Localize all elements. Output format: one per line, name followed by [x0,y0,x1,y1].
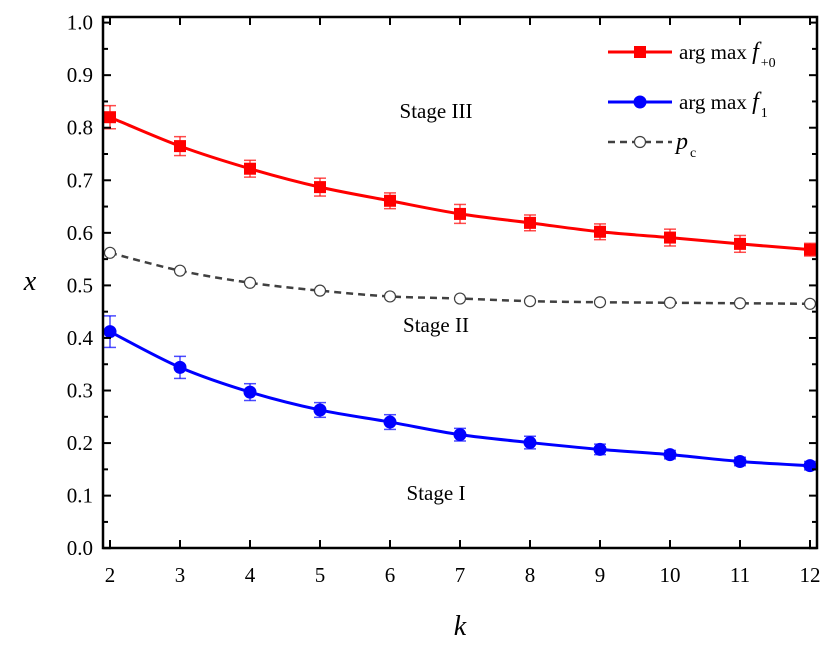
x-tick-label: 2 [105,563,116,587]
y-tick-label: 0.7 [67,168,93,192]
data-point-square [664,231,676,244]
data-point-square [524,216,536,229]
legend: arg max f +0 arg max f 1 p c [608,39,776,161]
x-tick-label: 4 [245,563,256,587]
data-point-square [594,225,606,238]
data-point-circle [523,436,537,450]
data-point-open-circle [103,246,117,259]
y-tick-label: 0.5 [67,273,93,297]
data-point-square [454,207,466,220]
legend-marker-circle [633,95,647,109]
annotation-stage-3: Stage III [400,99,473,123]
annotation-stage-2: Stage II [403,313,469,337]
series-line-0 [109,115,811,252]
data-point-circle [733,454,747,468]
data-point-circle [663,448,677,462]
data-point-open-circle [453,292,467,305]
data-point-open-circle [663,296,677,309]
data-point-square [734,237,746,250]
data-point-square [244,162,256,175]
y-tick-label: 0.6 [67,221,93,245]
y-tick-label: 0.8 [67,116,93,140]
x-tick-label: 7 [455,563,466,587]
data-point-square [174,140,186,153]
y-tick-label: 0.1 [67,484,93,508]
data-point-open-circle [173,264,187,277]
data-point-circle [453,428,467,442]
data-point-open-circle [593,296,607,309]
data-point-circle [593,442,607,456]
x-tick-label: 10 [660,563,681,587]
legend-marker-open-circle [633,135,647,149]
data-point-open-circle [383,290,397,303]
data-point-square [384,194,396,207]
annotation-stage-1: Stage I [407,481,466,505]
x-tick-label: 12 [800,563,821,587]
x-tick-label: 11 [730,563,750,587]
data-point-circle [103,325,117,339]
y-tick-label: 0.4 [67,326,94,350]
x-tick-label: 8 [525,563,536,587]
data-point-circle [243,385,257,399]
data-point-square [314,181,326,194]
legend-label-0: arg max f +0 [679,39,776,71]
y-tick-label: 0.2 [67,431,93,455]
data-point-open-circle [523,295,537,308]
x-tick-label: 9 [595,563,606,587]
y-tick-label: 0.9 [67,63,93,87]
data-point-open-circle [313,284,327,297]
y-axis-label: x [23,266,37,297]
data-point-circle [313,403,327,417]
data-point-circle [173,360,187,374]
data-point-open-circle [733,297,747,310]
y-tick-label: 0.3 [67,379,93,403]
data-point-open-circle [243,276,257,289]
x-axis-label: k [454,611,467,642]
legend-marker-square [634,46,646,58]
x-tick-label: 5 [315,563,326,587]
y-tick-label: 1.0 [67,11,93,35]
x-tick-label: 3 [175,563,186,587]
series-line-1 [109,330,811,468]
data-point-square [104,111,116,124]
data-point-square [804,243,816,256]
data-point-circle [383,415,397,429]
x-tick-label: 6 [385,563,396,587]
data-point-open-circle [803,297,817,310]
y-tick-label: 0.0 [67,536,93,560]
